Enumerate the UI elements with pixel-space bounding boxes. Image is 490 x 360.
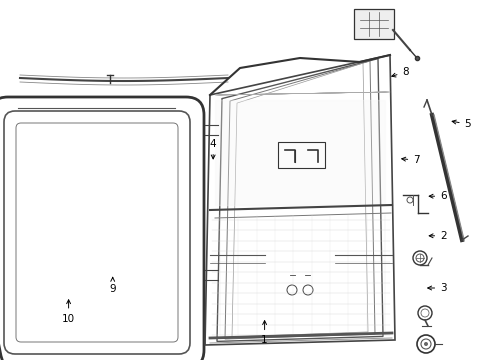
FancyBboxPatch shape bbox=[354, 9, 394, 39]
Text: 2: 2 bbox=[429, 231, 447, 241]
Text: 6: 6 bbox=[429, 191, 447, 201]
Text: 7: 7 bbox=[402, 155, 420, 165]
Text: 4: 4 bbox=[210, 139, 217, 159]
Circle shape bbox=[424, 342, 428, 346]
Text: 5: 5 bbox=[452, 119, 471, 129]
Text: 10: 10 bbox=[62, 300, 75, 324]
Text: 9: 9 bbox=[109, 278, 116, 294]
Text: 8: 8 bbox=[392, 67, 409, 77]
Text: 1: 1 bbox=[261, 321, 268, 345]
Text: 3: 3 bbox=[428, 283, 447, 293]
